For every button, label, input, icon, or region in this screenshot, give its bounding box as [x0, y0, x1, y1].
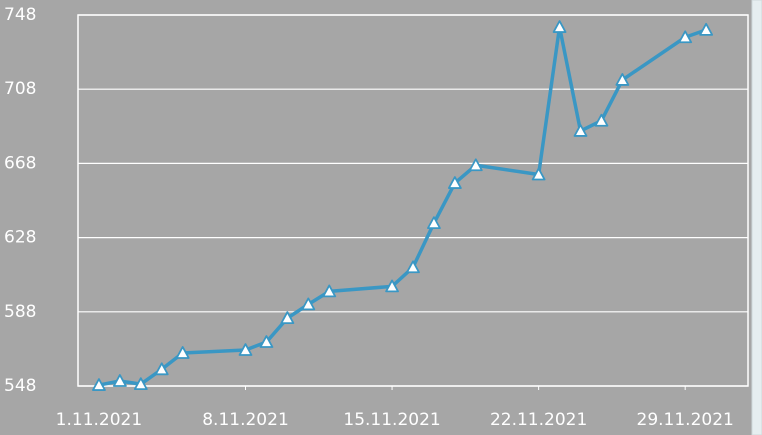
marker	[468, 158, 483, 172]
plot-area	[77, 14, 749, 387]
marker	[175, 346, 190, 359]
y-tick-label: 628	[4, 228, 36, 248]
line	[98, 25, 707, 387]
side-panel	[751, 0, 762, 435]
marker	[133, 377, 148, 391]
marker	[447, 176, 462, 189]
marker	[406, 260, 420, 274]
marker	[280, 311, 295, 325]
marker	[112, 374, 127, 387]
marker	[259, 335, 274, 348]
marker	[552, 20, 567, 33]
marker	[573, 124, 588, 137]
marker	[238, 343, 253, 356]
y-tick-label: 748	[4, 5, 36, 25]
marker	[427, 216, 441, 230]
marker	[678, 30, 693, 44]
y-tick-label: 708	[4, 79, 36, 99]
marker	[385, 279, 399, 293]
marker	[699, 22, 714, 36]
x-tick-label: 29.11.2021	[637, 410, 734, 430]
x-tick-label: 15.11.2021	[343, 410, 440, 430]
marker	[531, 167, 546, 181]
marker	[322, 284, 337, 298]
y-tick-label: 548	[4, 376, 36, 396]
marker	[615, 73, 630, 86]
marker	[301, 297, 316, 311]
marker	[154, 362, 169, 376]
x-tick-label: 22.11.2021	[490, 410, 587, 430]
x-tick-label: 8.11.2021	[202, 410, 289, 430]
marker	[594, 113, 609, 127]
marker	[92, 378, 106, 391]
x-tick-label: 1.11.2021	[56, 410, 143, 430]
y-tick-label: 588	[4, 302, 36, 322]
y-tick-label: 668	[4, 153, 36, 173]
